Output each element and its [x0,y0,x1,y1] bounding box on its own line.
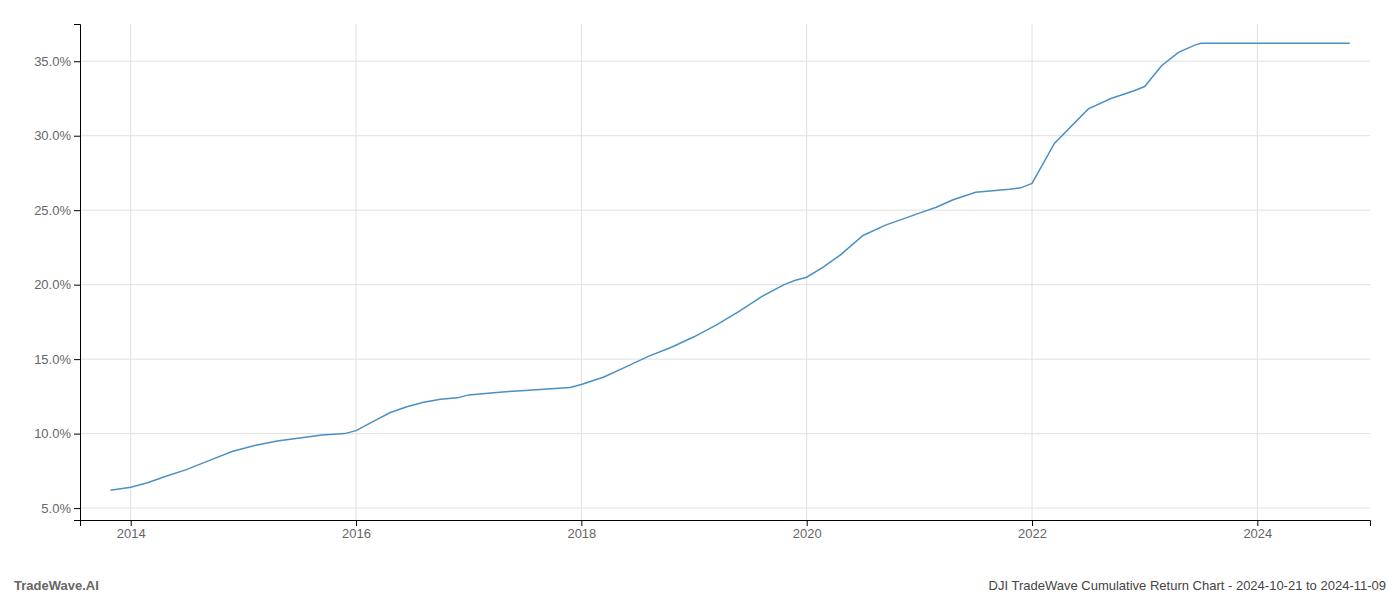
x-tick: 2016 [342,520,371,541]
x-axis-line [81,521,1371,527]
x-tick-mark [1257,520,1258,526]
x-tick-mark [807,520,808,526]
grid-line-y [80,284,1370,285]
x-tick-mark [131,520,132,526]
grid [80,24,1370,520]
line [110,43,1349,490]
annotation: TradeWave.AI [14,578,99,593]
x-tick: 2014 [117,520,146,541]
title: DJI TradeWave Cumulative Return Chart - … [989,578,1386,593]
y-tick: 10.0% [34,426,80,441]
grid-line-x [356,24,357,520]
grid-line-x [1032,24,1033,520]
y-tick-mark [74,434,80,435]
grid-line-x [581,24,582,520]
grid-line-x [806,24,807,520]
x-tick-label: 2014 [117,526,146,541]
y-tick-label: 30.0% [34,128,71,143]
y-tick-label: 35.0% [34,54,71,69]
y-tick: 15.0% [34,352,80,367]
x-tick-label: 2018 [567,526,596,541]
x-tick: 2020 [793,520,822,541]
x-tick-mark [356,520,357,526]
x-tick-mark [581,520,582,526]
grid-line-x [1257,24,1258,520]
y-tick-mark [74,359,80,360]
y-tick: 30.0% [34,128,80,143]
x-tick-label: 2022 [1018,526,1047,541]
x-tick: 2018 [567,520,596,541]
grid-line-y [80,508,1370,509]
y-tick-mark [74,136,80,137]
plot-area: 2014 2016 2018 2020 2022 2024 5.0% 10.0% 15.0% 20… [34,24,1370,541]
y-axis: 5.0% 10.0% 15.0% 20.0% 25.0% 30.0% 35.0% [34,25,80,521]
x-tick-mark [1032,520,1033,526]
y-tick-label: 15.0% [34,352,71,367]
x-axis: 2014 2016 2018 2020 2022 2024 [81,520,1371,541]
marks [110,43,1349,490]
x-tick-label: 2016 [342,526,371,541]
y-axis-line [74,25,81,521]
y-tick-label: 5.0% [41,501,71,516]
grid-line-y [80,359,1370,360]
y-tick-label: 25.0% [34,203,71,218]
y-tick-mark [74,61,80,62]
y-tick: 20.0% [34,277,80,292]
y-tick-mark [74,210,80,211]
y-tick-label: 20.0% [34,277,71,292]
chart: 2014 2016 2018 2020 2022 2024 5.0% 10.0% 15.0% 20… [0,0,1400,600]
y-tick-label: 10.0% [34,426,71,441]
y-tick: 35.0% [34,54,80,69]
grid-line-y [80,61,1370,62]
x-tick-label: 2020 [793,526,822,541]
grid-line-y [80,210,1370,211]
grid-line-x [130,24,131,520]
y-tick: 5.0% [41,501,80,516]
x-tick-label: 2024 [1243,526,1272,541]
grid-line-y [80,135,1370,136]
y-tick-mark [74,508,80,509]
x-tick: 2022 [1018,520,1047,541]
grid-line-y [80,433,1370,434]
y-tick: 25.0% [34,203,80,218]
x-tick: 2024 [1243,520,1272,541]
y-tick-mark [74,285,80,286]
